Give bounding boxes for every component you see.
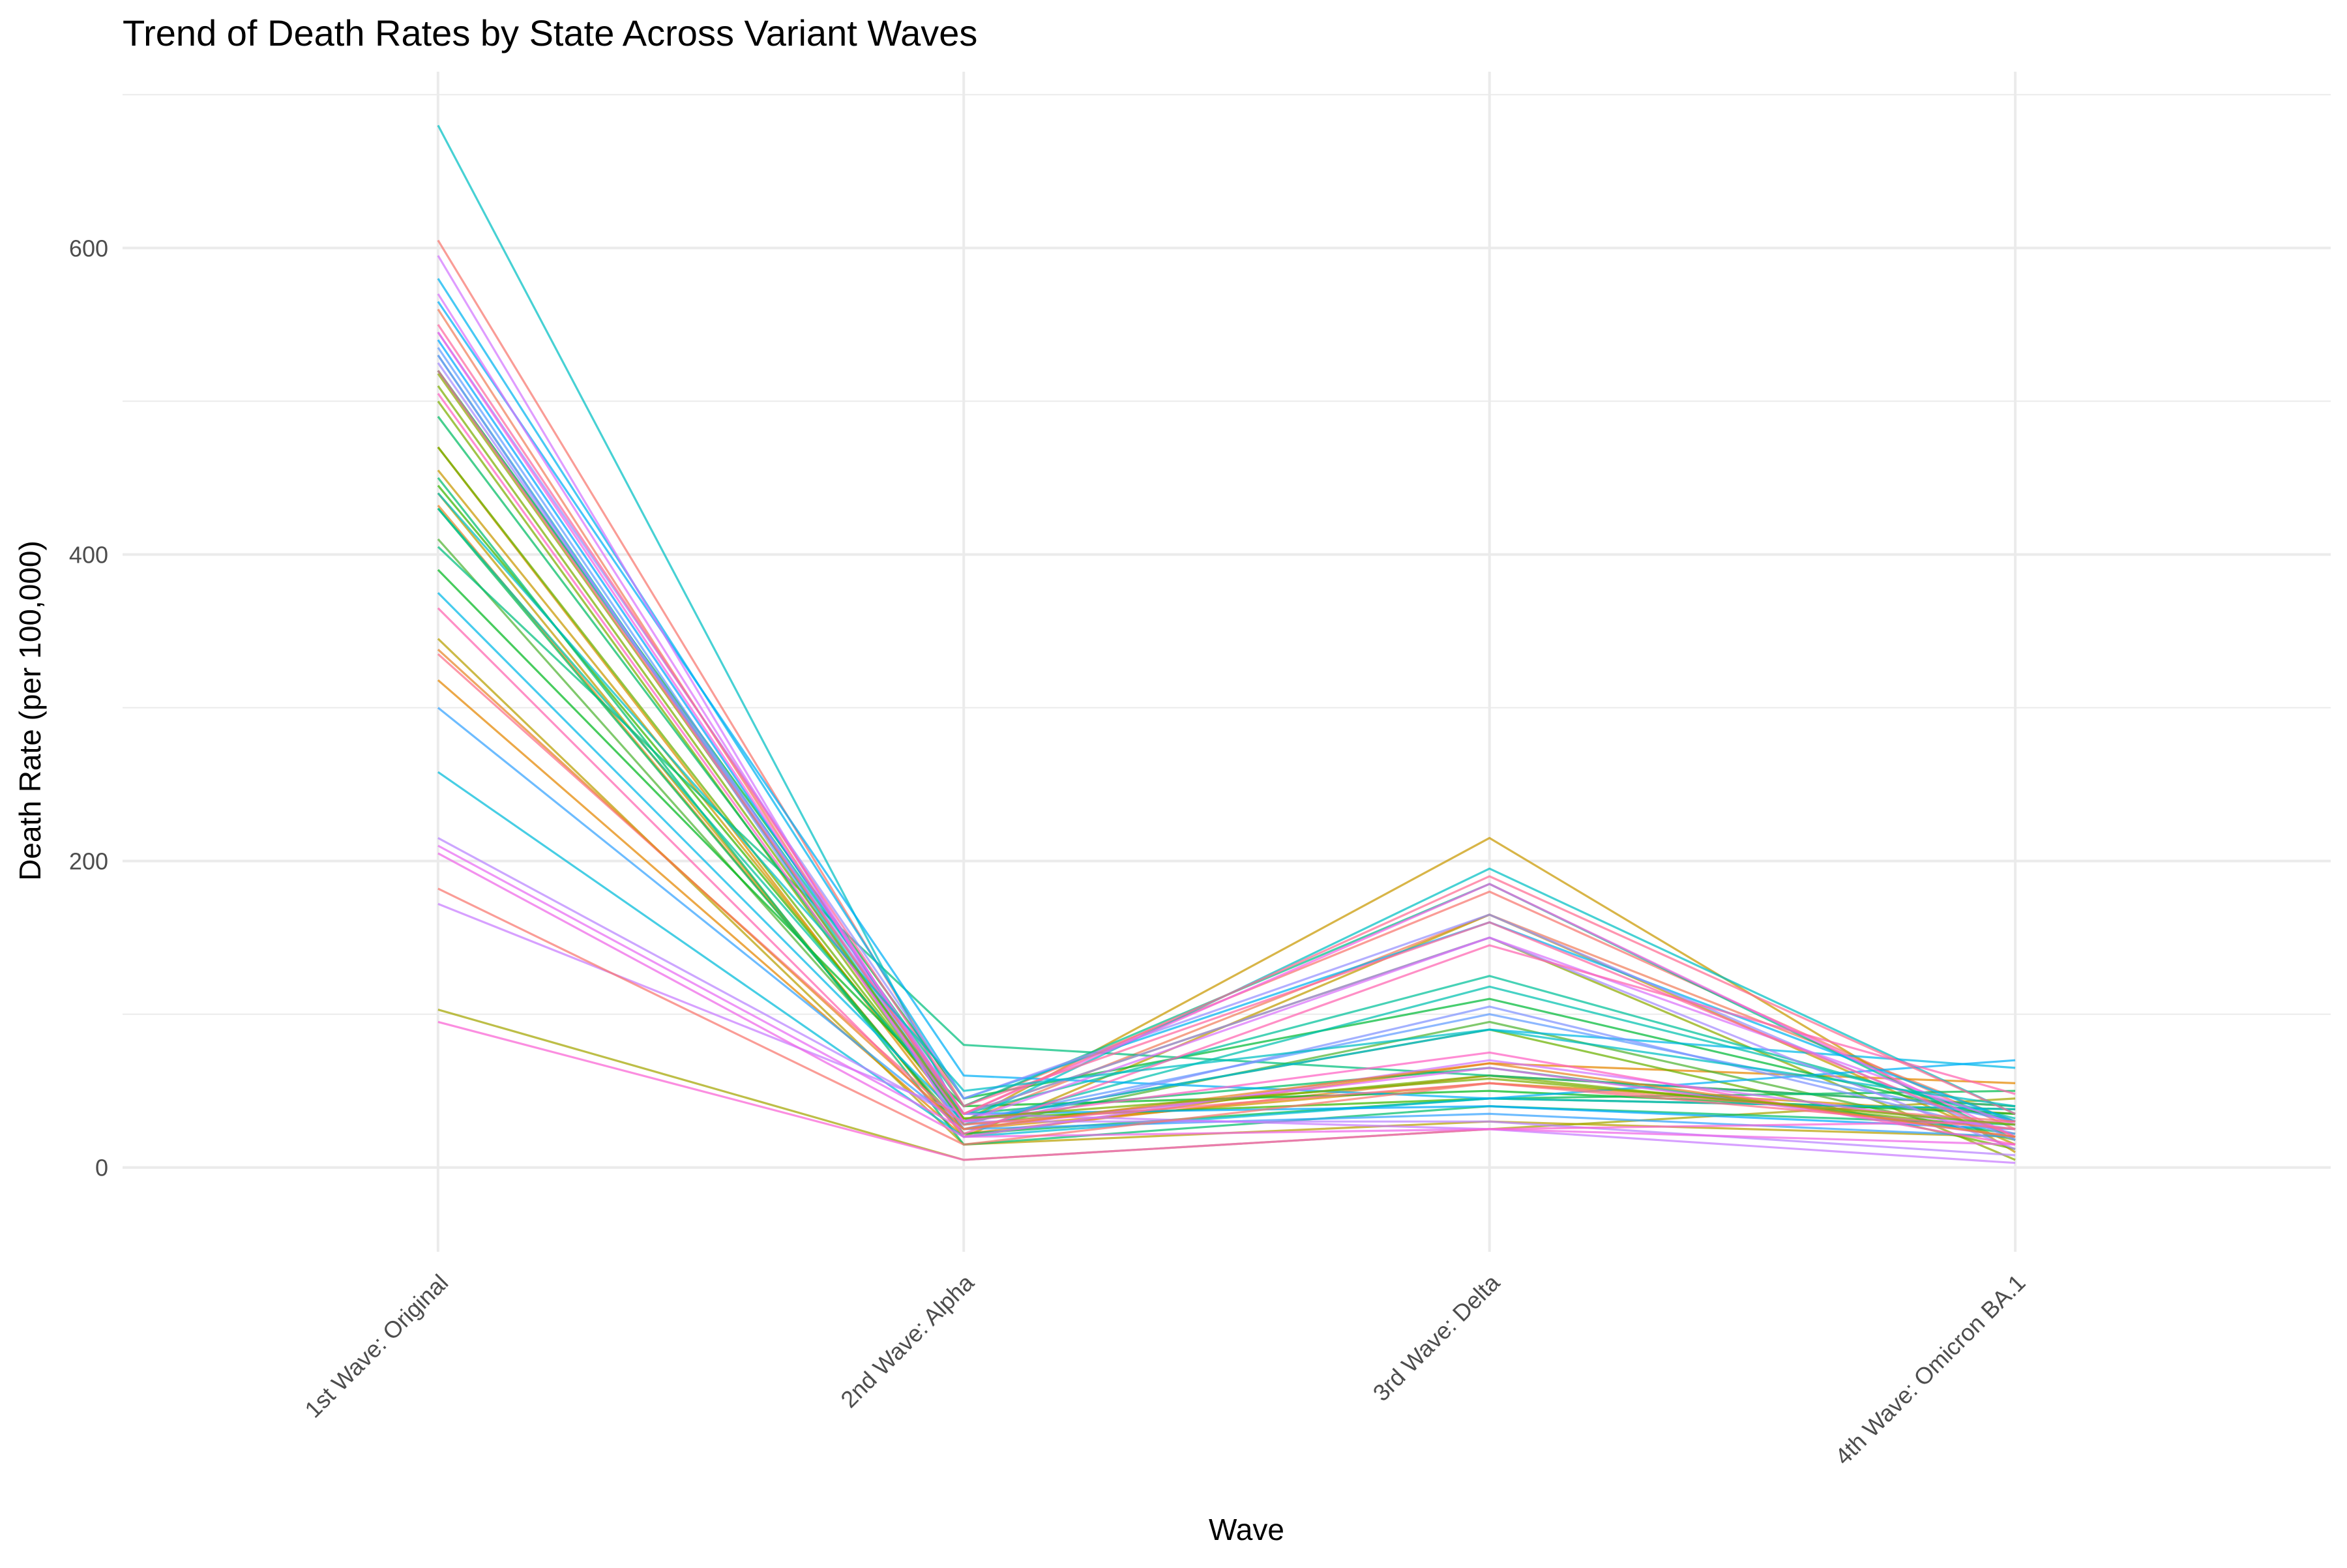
y-tick-label: 600 xyxy=(69,235,108,261)
series-line-16 xyxy=(437,370,2016,1123)
series-line-45 xyxy=(437,324,2016,1138)
series-line-51 xyxy=(437,385,2016,1126)
x-tick-label: 1st Wave: Original xyxy=(299,1269,453,1423)
series-line-41 xyxy=(437,331,2016,1138)
x-tick-label: 4th Wave: Omicron BA.1 xyxy=(1829,1269,2030,1470)
series-line-50 xyxy=(437,492,2016,1108)
series-line-34 xyxy=(437,362,2016,1150)
series-line-25 xyxy=(437,771,2016,1138)
series-line-46 xyxy=(437,370,2016,1116)
chart-title: Trend of Death Rates by State Across Var… xyxy=(123,12,977,53)
series-line-7 xyxy=(437,492,2016,1146)
y-axis-tick-labels: 0 200 400 600 xyxy=(69,235,108,1181)
series-line-29 xyxy=(437,339,2016,1131)
series-line-40 xyxy=(437,852,2016,1146)
y-tick-label: 400 xyxy=(69,541,108,568)
y-axis-title: Death Rate (per 100,000) xyxy=(13,540,47,881)
series-line-23 xyxy=(437,354,2016,1126)
series-line-44 xyxy=(437,607,2016,1135)
series-line-43 xyxy=(437,392,2016,1146)
y-tick-label: 0 xyxy=(95,1155,108,1181)
series-line-38 xyxy=(437,293,2016,1126)
series-line-26 xyxy=(437,592,2016,1123)
series-line-11 xyxy=(437,400,2016,1131)
series-line-31 xyxy=(437,347,2016,1123)
series-line-36 xyxy=(437,902,2016,1164)
series-line-49 xyxy=(437,649,2016,1138)
series-line-42 xyxy=(437,1020,2016,1161)
x-axis-tick-labels: 1st Wave: Original 2nd Wave: Alpha 3rd Wav… xyxy=(299,1269,2030,1470)
x-axis-title: Wave xyxy=(1209,1513,1284,1546)
x-tick-label: 2nd Wave: Alpha xyxy=(835,1269,979,1413)
x-tick-label: 3rd Wave: Delta xyxy=(1368,1269,1505,1406)
y-tick-label: 200 xyxy=(69,848,108,875)
series-lines xyxy=(437,125,2016,1164)
